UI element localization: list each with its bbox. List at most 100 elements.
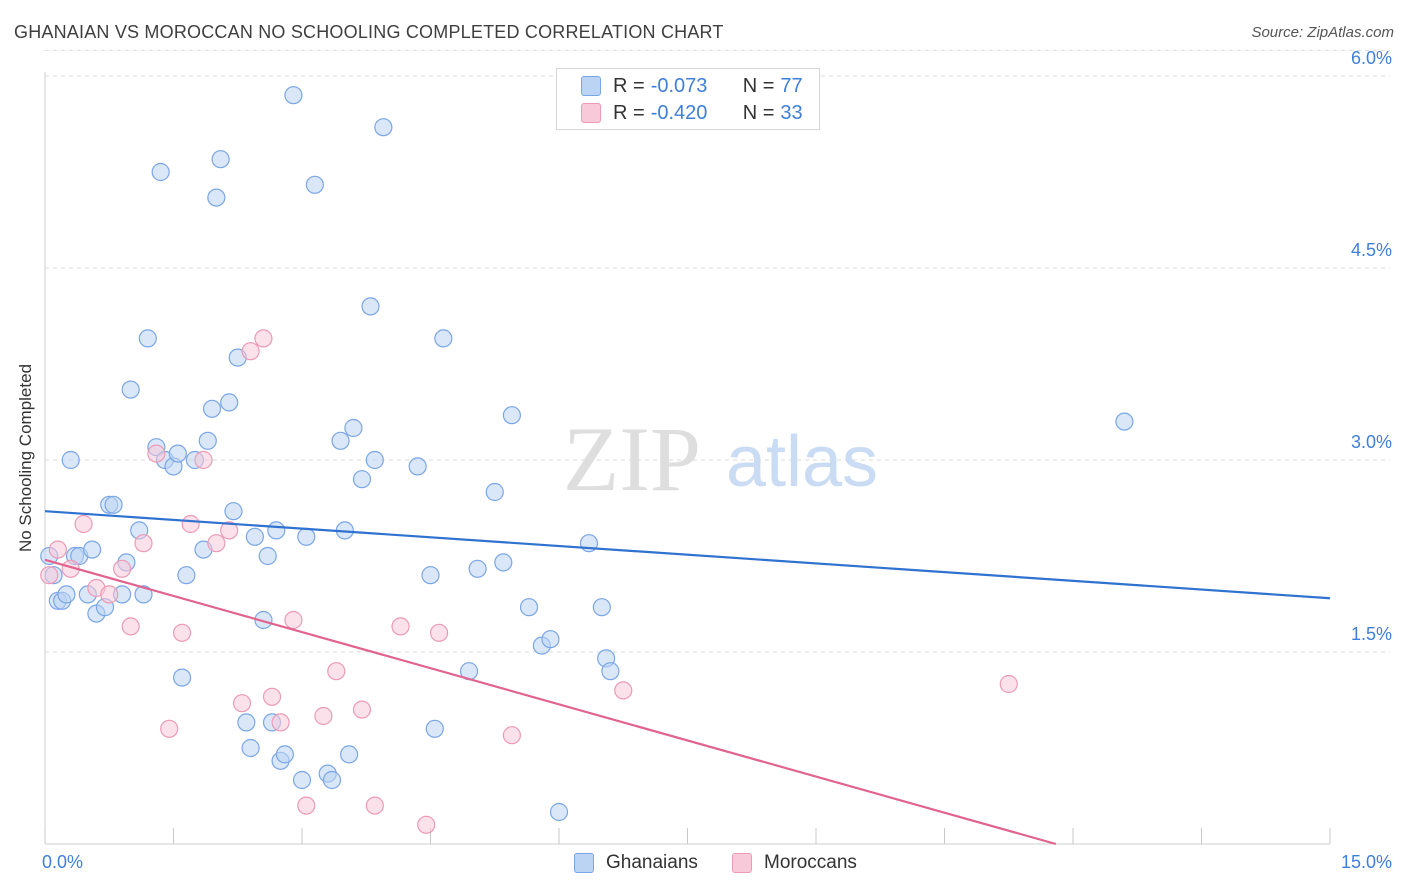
point-ghanaians <box>421 566 440 585</box>
stats-legend: R = -0.073 N = 77 R = -0.420 N = 33 <box>556 68 820 130</box>
point-moroccans <box>365 796 384 815</box>
point-moroccans <box>271 713 290 732</box>
point-ghanaians <box>241 738 260 758</box>
chart-title: GHANAIAN VS MOROCCAN NO SCHOOLING COMPLE… <box>14 22 724 42</box>
point-moroccans <box>172 623 192 642</box>
point-moroccans <box>160 719 179 738</box>
point-moroccans <box>999 674 1018 694</box>
moroccans-swatch <box>581 103 601 123</box>
point-ghanaians <box>207 188 226 207</box>
point-ghanaians <box>224 502 243 521</box>
point-moroccans <box>262 687 282 706</box>
point-moroccans <box>327 662 346 681</box>
y-tick-label: 3.0% <box>1351 432 1392 452</box>
point-moroccans <box>40 566 59 585</box>
point-ghanaians <box>297 527 316 546</box>
x-tick-max: 15.0% <box>1340 852 1392 872</box>
point-ghanaians <box>408 457 427 476</box>
point-ghanaians <box>468 559 487 578</box>
point-ghanaians <box>211 150 230 169</box>
point-ghanaians <box>292 770 312 790</box>
point-ghanaians <box>284 86 303 105</box>
point-moroccans <box>220 521 239 540</box>
point-ghanaians <box>601 662 620 681</box>
r-value: -0.420 <box>650 101 708 124</box>
point-ghanaians <box>361 297 380 316</box>
point-moroccans <box>181 514 200 534</box>
point-ghanaians <box>138 329 157 348</box>
point-ghanaians <box>519 598 539 617</box>
stats-row-moroccans: R = -0.420 N = 33 <box>581 101 803 125</box>
point-moroccans <box>429 623 449 642</box>
point-moroccans <box>614 681 633 700</box>
point-ghanaians <box>541 630 560 649</box>
point-ghanaians <box>83 540 102 559</box>
watermark-atlas: atlas <box>726 422 878 502</box>
n-label: N = <box>742 101 775 124</box>
y-axis-tick-labels: 1.5% 3.0% 4.5% 6.0% <box>1351 48 1392 644</box>
point-ghanaians <box>322 770 342 790</box>
point-moroccans <box>314 706 333 726</box>
point-ghanaians <box>434 329 453 348</box>
point-moroccans <box>232 694 252 713</box>
n-value: 33 <box>780 101 803 124</box>
r-label: R = <box>613 101 645 124</box>
watermark-zip: ZIP <box>563 408 701 510</box>
point-ghanaians <box>245 527 264 546</box>
point-ghanaians <box>549 802 569 822</box>
point-ghanaians <box>57 585 76 604</box>
y-tick-label: 4.5% <box>1351 240 1392 260</box>
r-value: -0.073 <box>650 74 708 97</box>
point-moroccans <box>502 726 521 745</box>
moroccans-legend-swatch <box>732 853 752 873</box>
legend-label-moroccans: Moroccans <box>764 852 857 873</box>
point-ghanaians <box>172 668 192 687</box>
legend-item-moroccans[interactable]: Moroccans <box>732 852 857 874</box>
point-ghanaians <box>104 495 123 514</box>
point-moroccans <box>147 444 166 463</box>
n-value: 77 <box>780 74 803 97</box>
series-legend: Ghanaians Moroccans <box>0 852 1406 876</box>
legend-item-ghanaians[interactable]: Ghanaians <box>574 852 698 874</box>
point-moroccans <box>417 815 436 834</box>
r-label: R = <box>613 74 645 97</box>
point-moroccans <box>254 329 273 348</box>
point-ghanaians <box>365 450 384 470</box>
point-moroccans <box>284 610 303 630</box>
trend-line-ghanaians <box>44 510 1331 600</box>
point-ghanaians <box>61 450 80 470</box>
n-label: N = <box>742 74 775 97</box>
stats-row-ghanaians: R = -0.073 N = 77 <box>581 74 803 98</box>
point-ghanaians <box>352 470 372 489</box>
point-ghanaians <box>121 380 140 399</box>
point-moroccans <box>207 534 226 553</box>
point-ghanaians <box>151 162 170 182</box>
point-ghanaians <box>220 393 239 412</box>
point-moroccans <box>134 534 153 553</box>
point-moroccans <box>194 450 213 470</box>
point-moroccans <box>121 617 140 636</box>
y-tick-label: 6.0% <box>1351 48 1392 68</box>
point-moroccans <box>391 617 410 636</box>
trend-lines <box>44 510 1331 846</box>
y-tick-label: 1.5% <box>1351 624 1392 644</box>
source-credit: Source: ZipAtlas.com <box>1251 24 1394 41</box>
point-ghanaians <box>502 406 521 425</box>
point-moroccans <box>241 342 260 361</box>
point-ghanaians <box>425 719 444 738</box>
point-ghanaians <box>1115 412 1134 431</box>
point-moroccans <box>112 559 132 578</box>
point-ghanaians <box>237 713 256 732</box>
x-axis-ticks <box>44 828 1331 844</box>
point-moroccans <box>352 700 372 719</box>
point-ghanaians <box>168 444 187 463</box>
point-ghanaians <box>202 399 222 418</box>
trend-line-moroccans <box>44 558 1057 846</box>
point-ghanaians <box>592 598 611 617</box>
point-ghanaians <box>305 175 324 194</box>
point-ghanaians <box>198 431 217 450</box>
point-ghanaians <box>494 553 513 572</box>
point-moroccans <box>48 540 67 559</box>
point-ghanaians <box>177 566 196 585</box>
data-points <box>40 86 1134 834</box>
